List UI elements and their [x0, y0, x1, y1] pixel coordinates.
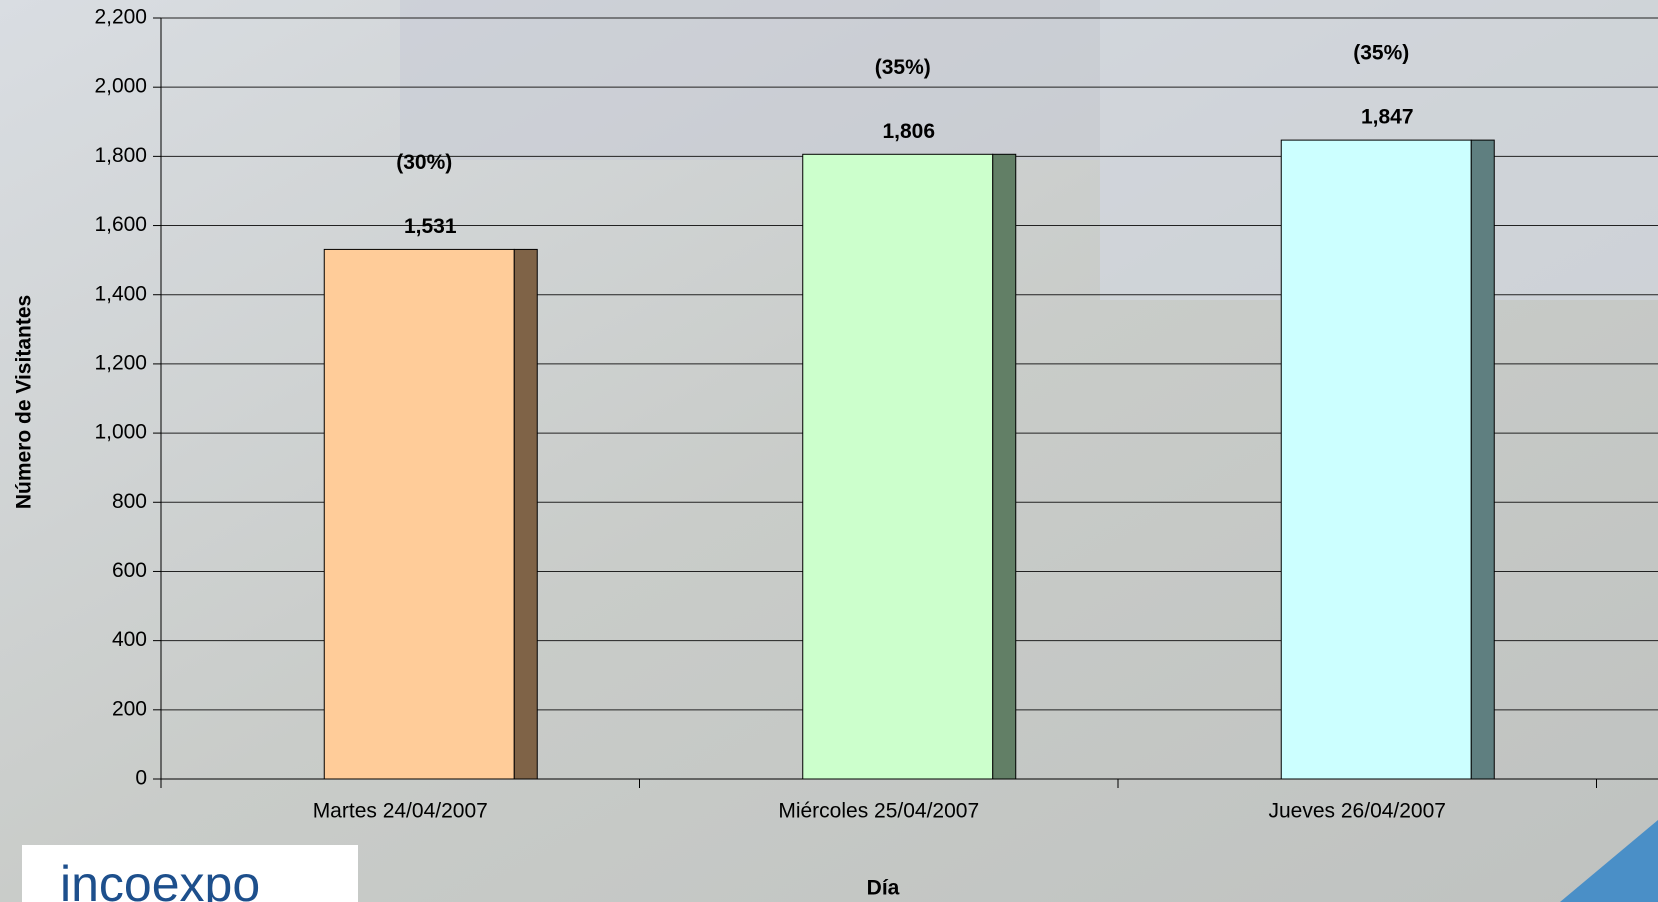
bar-side	[992, 153, 1017, 780]
bar	[802, 153, 994, 780]
y-axis-title: Número de Visitantes	[13, 295, 36, 509]
y-tick-label: 600	[112, 559, 147, 582]
y-tick-label: 400	[112, 628, 147, 651]
share-label: (30%)	[396, 151, 452, 174]
y-tick-label: 800	[112, 490, 147, 513]
value-label: 1,531	[404, 215, 457, 238]
share-label: (35%)	[1353, 42, 1409, 65]
share-label: (35%)	[875, 56, 931, 79]
background-corner	[1560, 820, 1658, 902]
y-tick-label: 1,400	[94, 282, 147, 305]
y-tick-label: 1,000	[94, 421, 147, 444]
x-tick-label: Martes 24/04/2007	[313, 800, 488, 823]
x-tick-label: Jueves 26/04/2007	[1269, 800, 1446, 823]
logo-box	[22, 845, 358, 902]
value-label: 1,847	[1361, 106, 1414, 129]
y-tick-label: 2,000	[94, 75, 147, 98]
bar	[323, 248, 515, 780]
background-photo	[400, 0, 1100, 160]
y-tick-label: 2,200	[94, 6, 147, 29]
y-tick-label: 1,600	[94, 213, 147, 236]
bar-side	[1470, 139, 1495, 780]
bar-side	[513, 248, 538, 780]
y-tick-label: 0	[135, 767, 147, 790]
x-tick-label: Miércoles 25/04/2007	[778, 800, 979, 823]
bar	[1280, 139, 1472, 780]
logo: incoexpo	[60, 856, 260, 902]
value-label: 1,806	[882, 120, 935, 143]
y-tick-label: 1,800	[94, 144, 147, 167]
x-axis-title: Día	[867, 877, 900, 900]
y-tick-label: 1,200	[94, 351, 147, 374]
y-tick-label: 200	[112, 697, 147, 720]
